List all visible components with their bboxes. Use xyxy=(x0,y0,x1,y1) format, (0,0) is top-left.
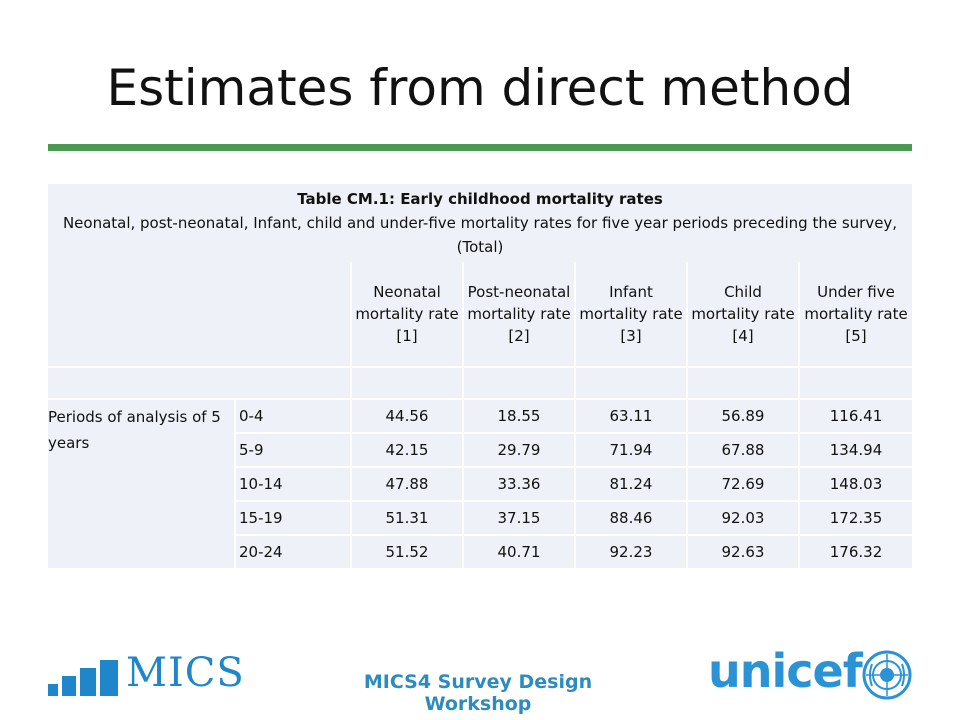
table-caption-title: Table CM.1: Early childhood mortality ra… xyxy=(297,190,663,208)
value-cell: 47.88 xyxy=(350,466,462,500)
unicef-logo-text: unicef xyxy=(708,644,863,698)
mics-logo-bar xyxy=(100,660,118,696)
value-cell: 63.11 xyxy=(574,398,686,432)
value-cell: 92.63 xyxy=(686,534,798,568)
value-cell: 29.79 xyxy=(462,432,574,466)
period-cell: 5-9 xyxy=(234,432,350,466)
value-cell: 18.55 xyxy=(462,398,574,432)
mics-logo-bar xyxy=(62,676,76,696)
spacer-cell xyxy=(798,366,913,398)
mics-logo-bar xyxy=(48,684,58,696)
period-cell: 0-4 xyxy=(234,398,350,432)
value-cell: 148.03 xyxy=(798,466,913,500)
value-cell: 42.15 xyxy=(350,432,462,466)
spacer-cell xyxy=(48,366,350,398)
period-cell: 10-14 xyxy=(234,466,350,500)
value-cell: 176.32 xyxy=(798,534,913,568)
spacer-cell xyxy=(574,366,686,398)
unicef-logo: unicef xyxy=(708,644,918,700)
value-cell: 134.94 xyxy=(798,432,913,466)
value-cell: 116.41 xyxy=(798,398,913,432)
mortality-table: Table CM.1: Early childhood mortality ra… xyxy=(48,184,913,568)
column-header: Under five mortality rate [5] xyxy=(798,262,913,366)
column-header: Neonatal mortality rate [1] xyxy=(350,262,462,366)
value-cell: 92.03 xyxy=(686,500,798,534)
row-group-label: Periods of analysis of 5 years xyxy=(48,398,234,568)
period-cell: 15-19 xyxy=(234,500,350,534)
mics-logo-bar xyxy=(80,668,96,696)
mortality-table-container: Table CM.1: Early childhood mortality ra… xyxy=(48,184,913,568)
table-caption: Table CM.1: Early childhood mortality ra… xyxy=(48,184,913,262)
mics-logo: MICS xyxy=(48,650,244,696)
table-row: 5-9 42.15 29.79 71.94 67.88 134.94 xyxy=(48,432,913,466)
value-cell: 40.71 xyxy=(462,534,574,568)
value-cell: 51.31 xyxy=(350,500,462,534)
title-divider xyxy=(48,144,912,151)
header-blank-cell xyxy=(48,262,350,366)
column-header: Post-neonatal mortality rate [2] xyxy=(462,262,574,366)
value-cell: 88.46 xyxy=(574,500,686,534)
value-cell: 71.94 xyxy=(574,432,686,466)
value-cell: 33.36 xyxy=(462,466,574,500)
column-header: Child mortality rate [4] xyxy=(686,262,798,366)
slide-title: Estimates from direct method xyxy=(106,59,854,117)
table-caption-subtitle: Neonatal, post-neonatal, Infant, child a… xyxy=(62,214,898,256)
spacer-cell xyxy=(350,366,462,398)
value-cell: 37.15 xyxy=(462,500,574,534)
unicef-emblem-icon xyxy=(862,650,912,700)
table-row: 15-19 51.31 37.15 88.46 92.03 172.35 xyxy=(48,500,913,534)
value-cell: 44.56 xyxy=(350,398,462,432)
footer-text: MICS4 Survey Design Workshop xyxy=(363,671,593,715)
spacer-cell xyxy=(686,366,798,398)
spacer-cell xyxy=(462,366,574,398)
mics-logo-text: MICS xyxy=(126,650,245,696)
value-cell: 72.69 xyxy=(686,466,798,500)
value-cell: 81.24 xyxy=(574,466,686,500)
table-row: Periods of analysis of 5 years 0-4 44.56… xyxy=(48,398,913,568)
period-cell: 20-24 xyxy=(234,534,350,568)
value-cell: 51.52 xyxy=(350,534,462,568)
value-cell: 92.23 xyxy=(574,534,686,568)
value-cell: 172.35 xyxy=(798,500,913,534)
table-row: 10-14 47.88 33.36 81.24 72.69 148.03 xyxy=(48,466,913,500)
value-cell: 67.88 xyxy=(686,432,798,466)
value-cell: 56.89 xyxy=(686,398,798,432)
column-header: Infant mortality rate [3] xyxy=(574,262,686,366)
table-row: 20-24 51.52 40.71 92.23 92.63 176.32 xyxy=(48,534,913,568)
